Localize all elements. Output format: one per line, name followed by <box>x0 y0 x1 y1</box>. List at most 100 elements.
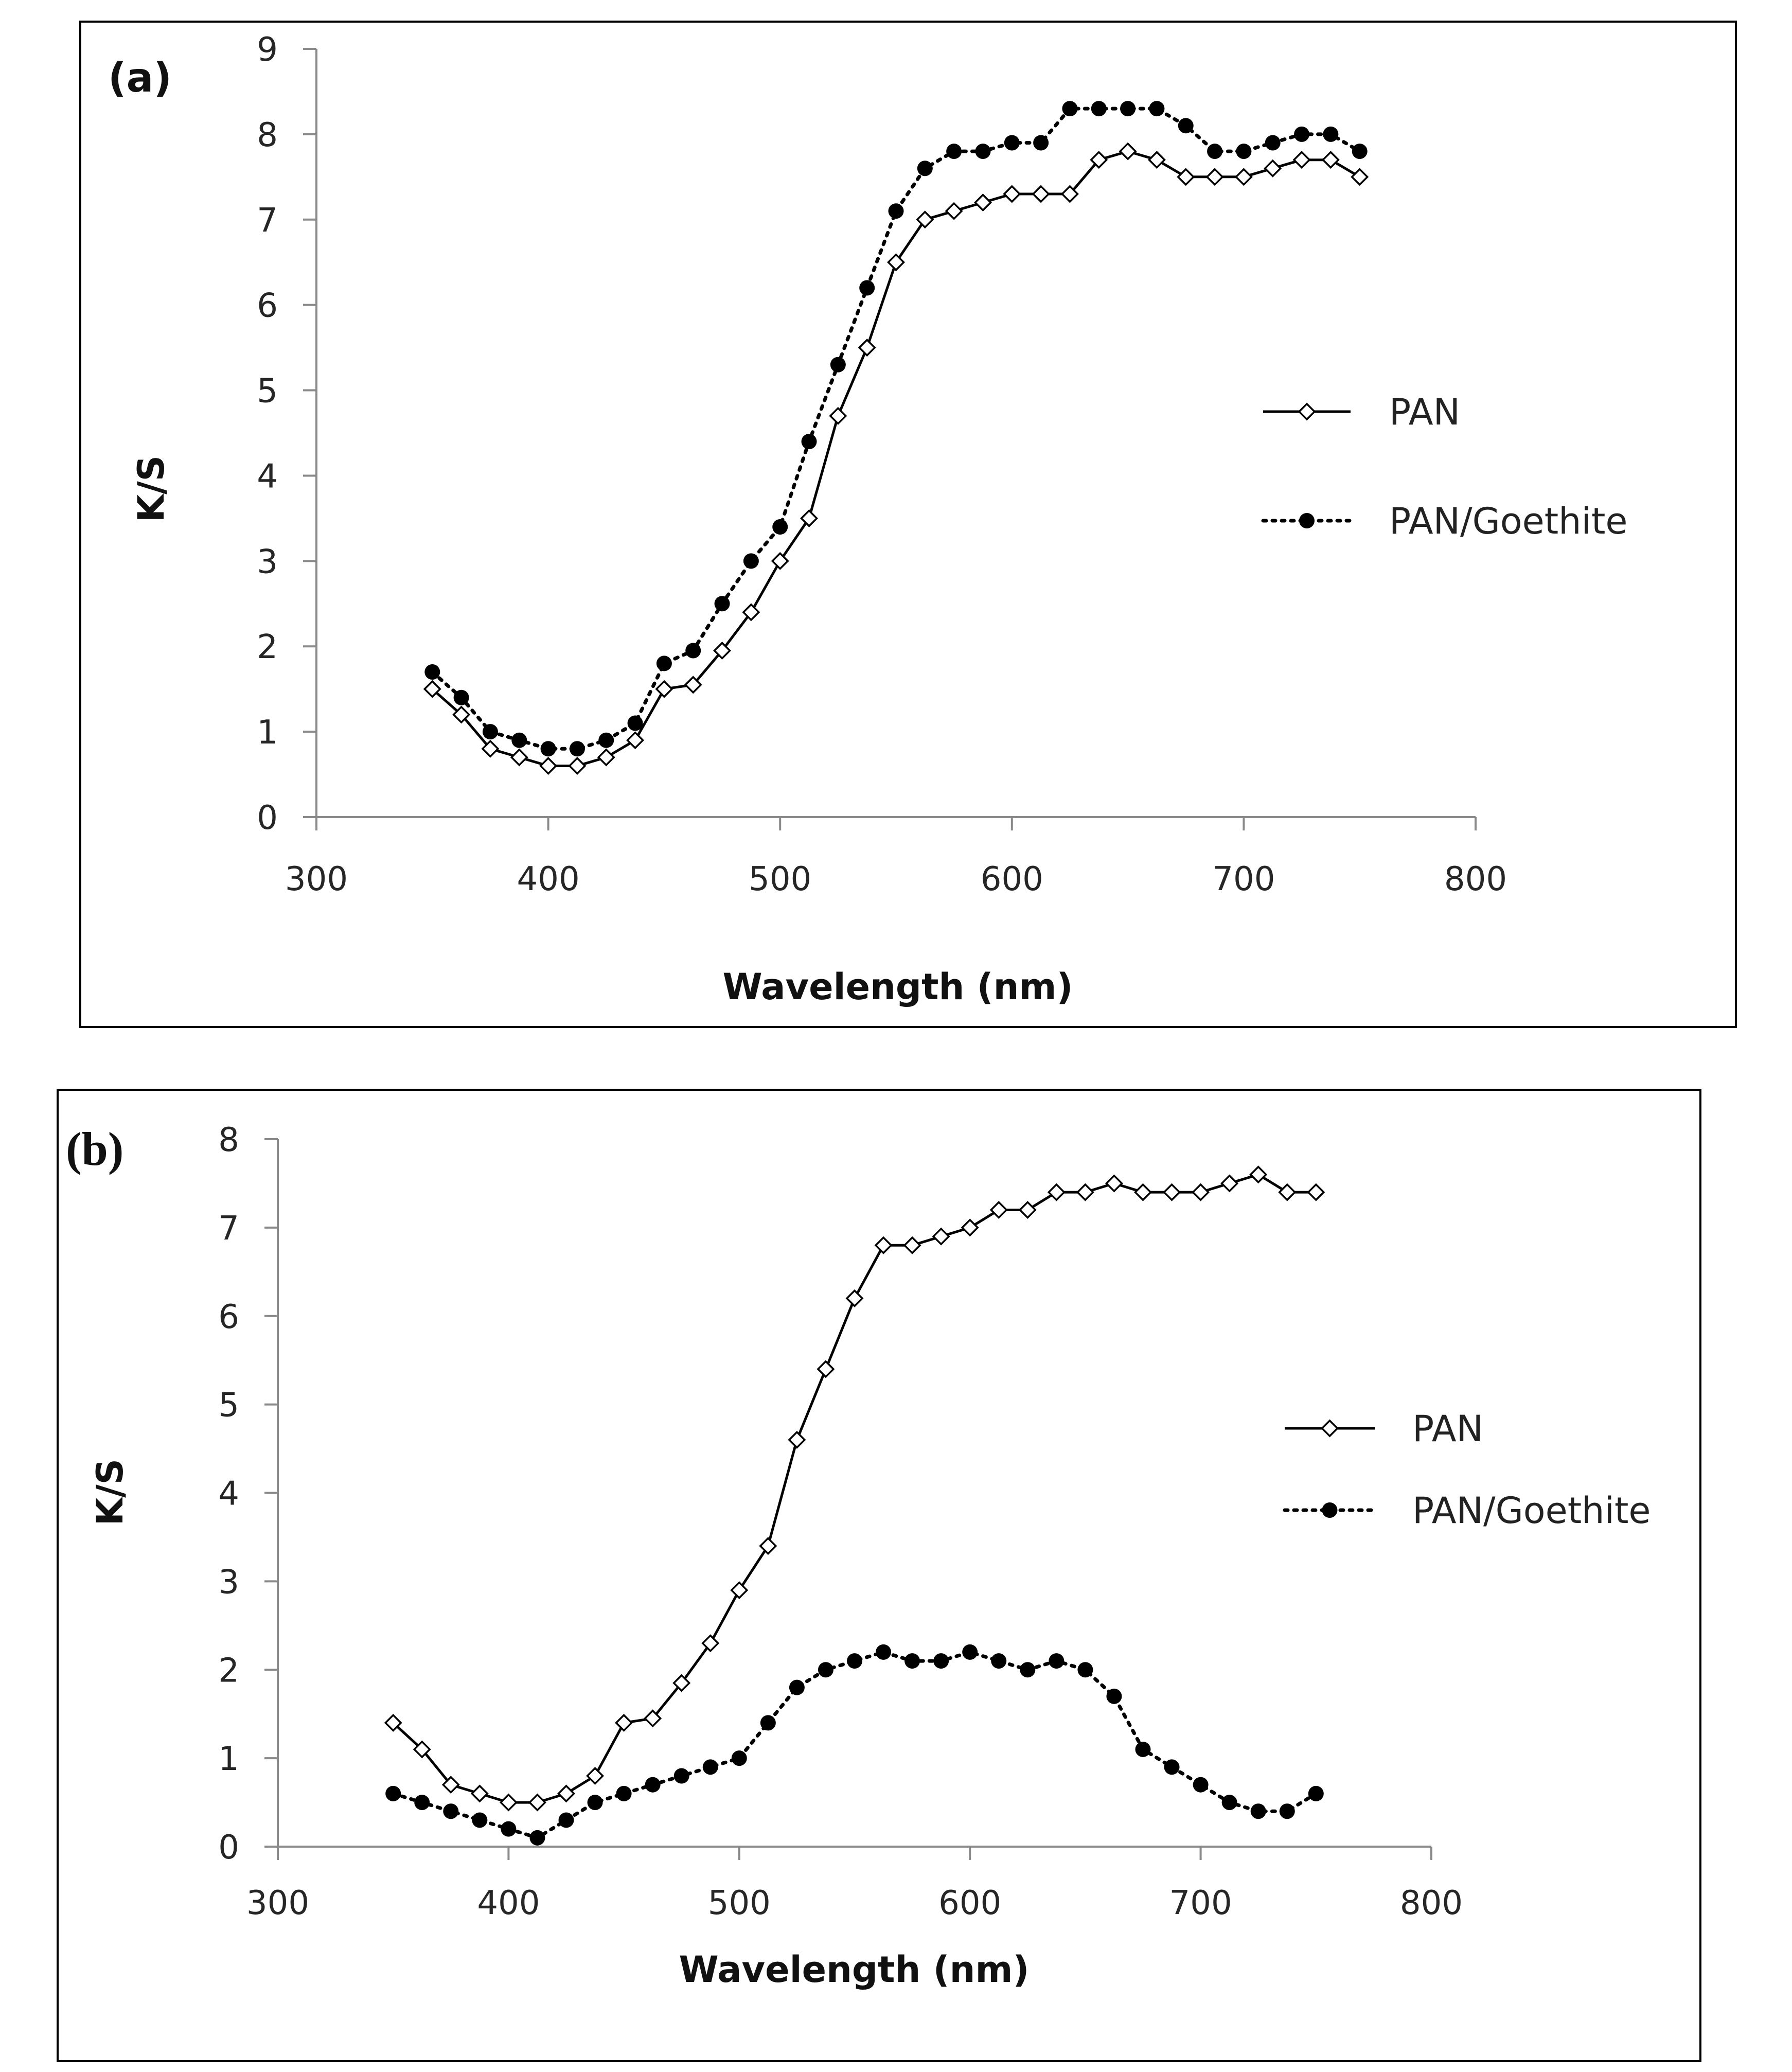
data-point-pan <box>1163 1183 1181 1201</box>
data-point-pan <box>528 1793 546 1812</box>
data-point-pan-goethite <box>1149 101 1165 117</box>
data-point-pan-goethite <box>801 434 817 450</box>
panel-label: (a) <box>108 55 172 101</box>
data-point-pan-goethite <box>1221 1795 1237 1811</box>
data-point-pan-goethite <box>1004 135 1020 151</box>
data-point-pan-goethite <box>888 203 904 219</box>
data-point-pan <box>568 756 587 775</box>
data-point-pan-goethite <box>1294 126 1310 142</box>
y-tick-label: 1 <box>218 1740 239 1778</box>
data-point-pan-goethite <box>1135 1741 1151 1757</box>
data-point-pan <box>1105 1174 1123 1193</box>
data-point-pan-goethite <box>1352 144 1368 160</box>
y-tick-label: 6 <box>218 1298 239 1336</box>
x-tick-label: 500 <box>749 860 811 898</box>
chart-panel-a: 0 1 2 3 4 5 6 7 8 9 300 400 500 600 700 800 Wavelength (… <box>79 21 1737 1028</box>
data-point-pan <box>1090 151 1108 169</box>
data-point-pan-goethite <box>656 656 672 671</box>
x-tick-label: 600 <box>938 1884 1001 1922</box>
legend-marker <box>1298 402 1316 421</box>
data-point-pan <box>539 756 558 775</box>
data-point-pan <box>597 748 615 767</box>
data-point-pan <box>1249 1165 1268 1184</box>
data-point-pan <box>961 1218 979 1237</box>
data-point-pan <box>771 552 789 570</box>
y-tick-label: 5 <box>257 373 278 411</box>
data-point-pan <box>858 339 876 357</box>
data-point-pan-goethite <box>1077 1662 1093 1678</box>
y-axis-title: K/S <box>89 1459 131 1526</box>
data-point-pan <box>817 1360 835 1378</box>
data-point-pan-goethite <box>760 1715 776 1731</box>
data-point-pan <box>1076 1183 1094 1201</box>
y-tick-label: 4 <box>218 1475 239 1513</box>
x-tick-label: 700 <box>1212 860 1275 898</box>
data-point-pan-goethite <box>847 1653 862 1669</box>
data-point-pan <box>452 705 471 724</box>
data-point-pan <box>874 1236 893 1254</box>
y-tick-label: 0 <box>218 1829 239 1867</box>
data-point-pan <box>742 603 760 622</box>
data-point-pan <box>932 1227 950 1246</box>
x-tick-label: 800 <box>1444 860 1507 898</box>
data-point-pan <box>845 1289 864 1307</box>
data-point-pan <box>788 1430 806 1449</box>
data-point-pan-goethite <box>789 1679 805 1695</box>
data-point-pan <box>916 210 934 229</box>
data-point-pan <box>1278 1183 1297 1201</box>
x-tick-label: 500 <box>708 1884 771 1922</box>
data-point-pan-goethite <box>1033 135 1049 151</box>
data-point-pan-goethite <box>673 1768 689 1784</box>
data-point-pan <box>684 676 702 694</box>
data-point-pan-goethite <box>472 1812 488 1828</box>
data-point-pan <box>615 1713 633 1732</box>
legend-label: PAN/Goethite <box>1389 500 1627 542</box>
data-point-pan-goethite <box>558 1812 574 1828</box>
data-point-pan-goethite <box>645 1777 661 1793</box>
data-point-pan-goethite <box>876 1644 892 1660</box>
data-point-pan-goethite <box>702 1759 718 1775</box>
data-point-pan <box>1307 1183 1325 1201</box>
y-tick-label: 2 <box>218 1652 239 1690</box>
data-point-pan-goethite <box>991 1653 1007 1669</box>
data-point-pan <box>1192 1183 1210 1201</box>
data-point-pan <box>626 731 645 750</box>
series-line-pan <box>431 150 1360 767</box>
data-point-pan <box>759 1537 777 1555</box>
series-pan-goethite <box>385 1644 1324 1846</box>
series-line-pan <box>392 1173 1316 1804</box>
y-axis-title: K/S <box>130 455 172 522</box>
legend-label: PAN <box>1412 1408 1483 1450</box>
chart-frame <box>57 1089 1701 2062</box>
data-point-pan <box>1003 185 1021 203</box>
data-point-pan <box>1177 168 1195 186</box>
data-point-pan-goethite <box>1120 101 1136 117</box>
data-point-pan <box>1060 185 1079 203</box>
legend-label: PAN <box>1389 391 1460 433</box>
x-tick-label: 600 <box>981 860 1043 898</box>
data-point-pan-goethite <box>414 1795 430 1811</box>
x-tick-label: 700 <box>1169 1884 1232 1922</box>
data-point-pan <box>903 1236 921 1254</box>
data-point-pan <box>713 642 732 660</box>
x-axis-title: Wavelength (nm) <box>723 966 1073 1008</box>
data-point-pan-goethite <box>685 643 701 659</box>
data-point-pan <box>384 1713 402 1732</box>
data-point-pan <box>974 193 992 212</box>
x-tick-label: 400 <box>477 1884 540 1922</box>
y-tick-label: 8 <box>257 116 278 154</box>
data-point-pan-goethite <box>1164 1759 1180 1775</box>
data-point-pan <box>413 1740 431 1759</box>
legend-marker <box>1299 513 1315 528</box>
series-pan <box>423 142 1369 775</box>
chart-panel-b: 0 1 2 3 4 5 6 7 8 300 400 500 600 700 800 Wavelength (n… <box>57 1089 1701 2062</box>
data-point-pan-goethite <box>859 280 875 296</box>
x-tick-label: 300 <box>246 1884 309 1922</box>
data-point-pan-goethite <box>598 732 614 748</box>
legend-marker <box>1321 1419 1339 1438</box>
data-point-pan-goethite <box>540 741 556 757</box>
y-tick-label: 7 <box>218 1210 239 1248</box>
data-point-pan-goethite <box>731 1750 747 1766</box>
data-point-pan-goethite <box>511 732 527 748</box>
